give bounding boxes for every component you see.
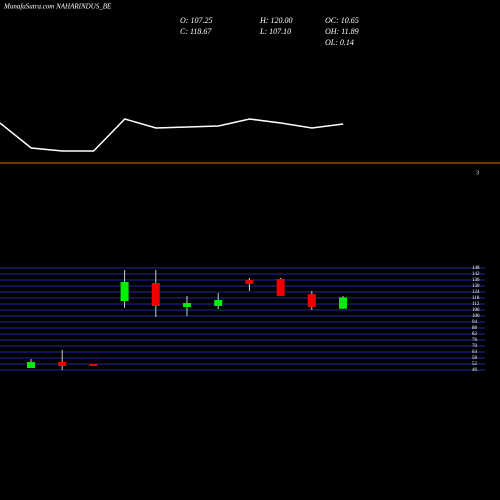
- stat: H: 120.00: [259, 16, 292, 25]
- candle-body: [307, 294, 316, 307]
- candle-body: [245, 280, 254, 284]
- y-tick-label: 82: [472, 332, 478, 337]
- y-tick-label: 88: [472, 326, 478, 331]
- candle-body: [183, 303, 191, 307]
- y-tick-label: 58: [472, 356, 478, 361]
- y-tick-label: 46: [472, 368, 478, 373]
- y-tick-label: 106: [472, 308, 480, 313]
- y-tick-label: 52: [472, 362, 478, 367]
- chart-title: MunafaSutra.com NAHARINDUS_BE: [3, 3, 112, 11]
- y-tick-label: 136: [472, 278, 480, 283]
- candle-body: [276, 279, 285, 296]
- candle-body: [214, 300, 223, 306]
- stat: L: 107.10: [259, 27, 291, 36]
- y-tick-label: 130: [472, 284, 480, 289]
- stat: OL: 0.14: [325, 38, 354, 47]
- y-tick-label: 76: [472, 338, 478, 343]
- stat: O: 107.25: [180, 16, 212, 25]
- candle-body: [339, 297, 347, 309]
- candle-body: [120, 282, 129, 301]
- y-tick-label: 124: [472, 290, 480, 295]
- stat: OC: 10.65: [325, 16, 359, 25]
- y-tick-label: 112: [472, 302, 480, 307]
- y-tick-label: 70: [472, 344, 478, 349]
- candle-body: [58, 362, 67, 366]
- stat: OH: 11.89: [325, 27, 359, 36]
- y-tick-label: 100: [472, 314, 480, 319]
- y-tick-label: 118: [472, 296, 480, 301]
- candle-body: [151, 283, 160, 306]
- stat: C: 118.67: [180, 27, 212, 36]
- y-tick-label: 148: [472, 266, 480, 271]
- y-tick-label: 142: [472, 272, 480, 277]
- reference-label: 3: [476, 170, 479, 176]
- candle-body: [89, 364, 98, 366]
- candle-body: [27, 362, 35, 368]
- indicator-line: [0, 118, 344, 152]
- y-tick-label: 94: [472, 320, 478, 325]
- y-tick-label: 64: [472, 350, 478, 355]
